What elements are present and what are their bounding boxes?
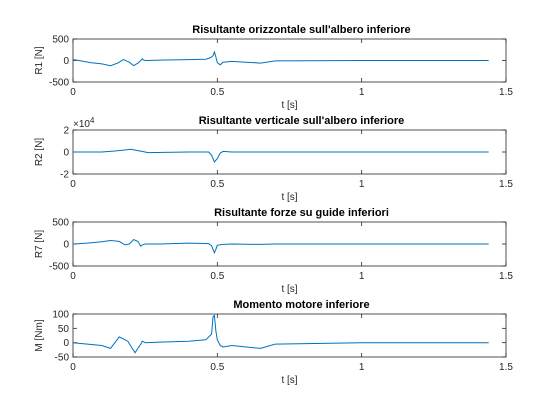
plot-2-x-tick-label: 1.5 [499,179,513,190]
plot-2-y-tick-label: 2 [63,126,69,137]
plot-4-x-tick-label: 1 [359,362,365,373]
plot-4-x-label: t [s] [281,375,297,386]
plot-1-y-tick-label: -500 [49,78,69,89]
plot-4-y-label: M [Nm] [34,319,45,351]
plot-1-y-tick-label: 0 [63,56,69,67]
plot-4-axes-box [72,313,507,358]
plot-3-y-label: R7 [N] [34,230,45,259]
plot-1-x-tick-label: 0 [70,87,76,98]
plot-4-y-tick-label: 100 [52,310,69,321]
plot-4-x-tick-label: 0 [70,362,76,373]
plot-4-y-tick-label: 50 [58,324,70,335]
plot-2-x-label: t [s] [281,192,297,203]
plot-2-x-tick-label: 0 [70,179,76,190]
plot-4-x-tick-label: 0.5 [210,362,224,373]
plot-3-x-tick-label: 0 [70,271,76,282]
plot-2-y-label: R2 [N] [34,138,45,167]
plot-2-series-line [73,148,489,163]
plot-1-y-label: R1 [N] [34,46,45,75]
plot-1-x-tick-label: 0.5 [210,87,224,98]
plot-2-exponent-label: ×104 [73,116,95,130]
plot-1-x-tick-label: 1 [359,87,365,98]
plot-4-y-tick-label: 0 [63,338,69,349]
plot-2-x-tick-label: 0.5 [210,179,224,190]
plot-2-x-tick-label: 1 [359,179,365,190]
plot-4-x-tick-label: 1.5 [499,362,513,373]
plot-4-y-tick-label: -50 [55,353,70,364]
plot-3-series-line [72,239,489,255]
plot-3-x-tick-label: 1.5 [499,271,513,282]
plot-4-series-line [72,314,489,354]
plot-1-x-tick-label: 1.5 [499,87,513,98]
plot-3-title: Risultante forze su guide inferiori [214,207,389,219]
plot-3-y-tick-label: 500 [52,218,69,229]
plot-3-y-tick-label: 0 [63,240,69,251]
plot-3-y-tick-label: -500 [49,262,69,273]
plot-3-x-label: t [s] [281,284,297,295]
plot-2-y-tick-label: 0 [63,148,69,159]
plot-3-x-tick-label: 0.5 [210,271,224,282]
plot-2-title: Risultante verticale sull'albero inferio… [199,115,405,127]
plot-1-y-tick-label: 500 [52,35,69,46]
plot-2-y-tick-label: -2 [60,170,69,181]
plot-4-title: Momento motore inferiore [233,299,369,311]
plot-1-series-line [72,50,489,67]
plot-3-x-tick-label: 1 [359,271,365,282]
plot-1-x-label: t [s] [281,100,297,111]
plot-1-title: Risultante orizzontale sull'albero infer… [192,24,410,36]
